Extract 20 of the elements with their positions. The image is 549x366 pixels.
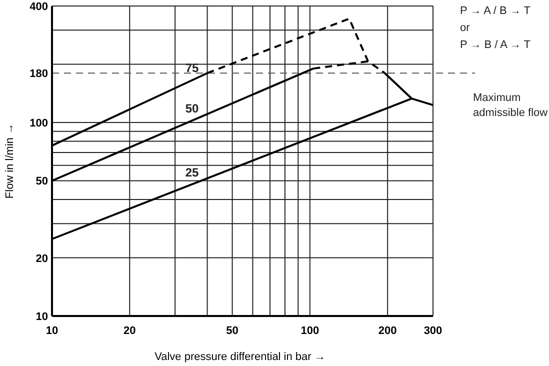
series-label: 25 [185, 165, 199, 180]
y-tick-label: 100 [30, 118, 48, 130]
text: P → A / B → T [460, 5, 531, 17]
y-tick-label: 400 [30, 1, 48, 13]
y-axis-title: Flow in l/min → [4, 123, 16, 199]
x-tick-label: 300 [424, 325, 442, 337]
x-tick-label: 20 [124, 325, 136, 337]
x-tick-label: 100 [300, 325, 320, 337]
y-tick-label: 20 [36, 252, 48, 265]
ref-line-label: Maximum admissible flow [473, 92, 548, 120]
y-tick-label: 180 [30, 68, 48, 80]
text: P → B / A → T [460, 39, 531, 51]
x-tick-label: 50 [226, 325, 238, 337]
text: or [460, 22, 470, 34]
x-tick-label: 10 [46, 325, 58, 337]
x-tick-label: 200 [378, 325, 397, 337]
y-tick-label: 10 [36, 311, 48, 323]
y-tick-label: 50 [36, 176, 48, 188]
series-label: 50 [185, 102, 199, 116]
x-axis-title: Valve pressure differential in bar → [154, 351, 326, 363]
